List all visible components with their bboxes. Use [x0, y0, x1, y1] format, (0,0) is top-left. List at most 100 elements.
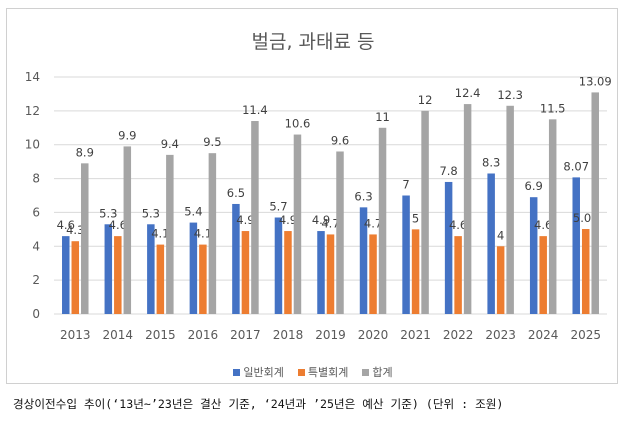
data-label: 9.9 — [118, 128, 136, 142]
legend-swatch-special — [297, 368, 305, 376]
bar — [369, 234, 377, 314]
data-label: 4.7 — [321, 216, 339, 230]
x-tick-label: 2018 — [273, 328, 304, 342]
data-label: 10.6 — [285, 117, 311, 131]
data-label: 4.1 — [194, 227, 212, 241]
bar — [326, 234, 335, 314]
bar — [487, 173, 495, 314]
bar — [496, 246, 505, 314]
legend: 일반회계 특별회계 합계 — [7, 364, 619, 380]
data-label: 5.3 — [142, 206, 160, 220]
data-label: 7.8 — [439, 164, 457, 178]
data-label: 11.5 — [540, 101, 566, 115]
data-label: 8.07 — [563, 159, 589, 173]
x-tick-label: 2013 — [60, 328, 91, 342]
x-tick-label: 2015 — [145, 328, 176, 342]
data-label: 11 — [375, 110, 390, 124]
y-tick-label: 0 — [32, 307, 40, 321]
bar — [62, 236, 70, 314]
data-label: 9.5 — [203, 135, 221, 149]
bar — [402, 195, 410, 314]
bar — [81, 163, 89, 314]
x-tick-label: 2019 — [315, 328, 346, 342]
x-tick-label: 2021 — [400, 328, 431, 342]
bar — [581, 229, 590, 314]
data-label: 12.3 — [497, 88, 523, 102]
bar — [156, 244, 165, 314]
data-label: 5.3 — [99, 206, 117, 220]
bar — [378, 127, 387, 315]
bar — [539, 236, 547, 314]
bar — [421, 110, 429, 314]
data-label: 12.4 — [455, 86, 481, 100]
legend-item-total: 합계 — [362, 364, 393, 380]
bar — [454, 236, 462, 314]
y-tick-label: 10 — [25, 138, 40, 152]
legend-label-general: 일반회계 — [243, 366, 284, 379]
x-tick-label: 2016 — [188, 328, 219, 342]
y-tick-label: 4 — [32, 239, 40, 253]
data-label: 8.9 — [76, 145, 94, 159]
data-label: 5 — [412, 211, 419, 225]
bar — [232, 203, 240, 314]
x-tick-label: 2014 — [103, 328, 134, 342]
data-label: 4.3 — [66, 223, 84, 237]
bar — [317, 231, 325, 314]
bar — [411, 229, 420, 314]
y-tick-label: 8 — [32, 172, 40, 186]
legend-swatch-total — [362, 368, 370, 376]
bar — [104, 224, 113, 314]
data-label: 5.7 — [269, 200, 287, 214]
bar — [147, 224, 155, 314]
legend-label-special: 특별회계 — [307, 366, 349, 379]
bar — [293, 134, 302, 314]
data-label: 6.5 — [227, 186, 245, 200]
data-label: 4 — [497, 228, 504, 242]
chart-caption: 경상이전수입 추이(‘13년~’23년은 결산 기준, ‘24년과 ’25년은 … — [13, 397, 504, 411]
data-label: 6.9 — [525, 179, 543, 193]
data-label: 13.09 — [579, 74, 612, 88]
data-label: 9.6 — [331, 133, 349, 147]
bar — [189, 222, 198, 314]
bar — [359, 207, 368, 314]
y-tick-label: 6 — [32, 205, 40, 219]
bar — [114, 236, 122, 314]
data-label: 4.6 — [449, 218, 467, 232]
bar — [591, 92, 599, 314]
data-label: 7 — [402, 178, 409, 192]
legend-item-special: 특별회계 — [297, 364, 349, 380]
data-label: 5.4 — [184, 205, 202, 219]
data-label: 4.6 — [109, 218, 127, 232]
legend-item-general: 일반회계 — [233, 364, 284, 380]
y-tick-label: 12 — [25, 104, 40, 118]
data-label: 4.9 — [312, 213, 330, 227]
data-label: 4.6 — [57, 218, 75, 232]
bar — [548, 119, 557, 314]
data-label: 4.7 — [364, 216, 382, 230]
data-label: 8.3 — [482, 155, 500, 169]
data-label: 4.6 — [534, 218, 552, 232]
legend-label-total: 합계 — [372, 366, 393, 379]
y-tick-label: 14 — [25, 70, 40, 84]
y-tick-label: 2 — [32, 273, 40, 287]
bar — [463, 104, 472, 314]
bar — [274, 217, 283, 314]
bar — [123, 146, 132, 314]
bar — [572, 177, 580, 314]
x-tick-label: 2022 — [443, 328, 474, 342]
bar — [284, 231, 292, 314]
bar — [529, 197, 538, 314]
data-label: 6.3 — [354, 189, 372, 203]
bar — [199, 244, 207, 314]
data-label: 11.4 — [242, 103, 268, 117]
x-tick-label: 2017 — [230, 328, 261, 342]
bar — [208, 153, 217, 314]
bar — [241, 231, 250, 314]
data-label: 4.9 — [236, 213, 254, 227]
data-label: 9.4 — [161, 137, 179, 151]
data-label: 12 — [418, 93, 433, 107]
data-label: 4.9 — [279, 213, 297, 227]
x-tick-label: 2024 — [528, 328, 559, 342]
x-tick-label: 2025 — [570, 328, 601, 342]
chart-title: 벌금, 과태료 등 — [251, 31, 375, 53]
